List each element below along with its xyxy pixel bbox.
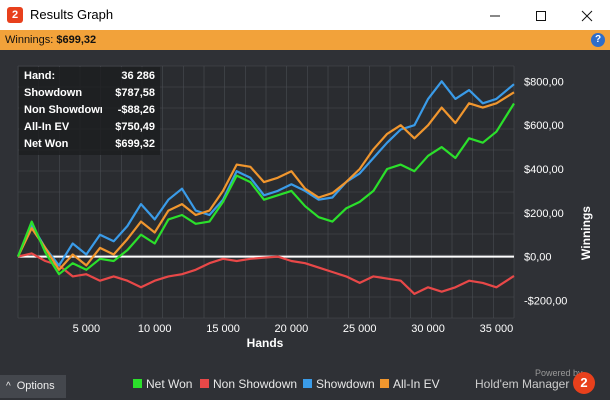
- legend-swatch: [200, 379, 209, 388]
- x-tick-label: 25 000: [343, 323, 377, 335]
- stat-label: Hand:: [24, 70, 56, 82]
- stat-value: $699,32: [115, 138, 155, 150]
- winnings-summary: Winnings: $699,32: [5, 34, 96, 46]
- powered-by-label: Powered by: [535, 368, 583, 378]
- stat-row: Net Won $699,32: [24, 138, 155, 154]
- legend-item-showdown[interactable]: Showdown: [303, 377, 375, 391]
- x-tick-label: 20 000: [275, 323, 309, 335]
- chevron-up-icon: ^: [6, 381, 11, 392]
- x-axis-label: Hands: [247, 336, 284, 350]
- y-tick-label: $400,00: [524, 164, 564, 176]
- brand-name: Hold'em Manager: [475, 377, 570, 391]
- legend-label: Showdown: [316, 377, 375, 391]
- stat-label: All-In EV: [24, 121, 70, 133]
- stat-row: All-In EV $750,49: [24, 121, 155, 137]
- y-tick-label: -$200,00: [524, 295, 567, 307]
- minimize-icon: [490, 15, 500, 17]
- x-tick-label: 30 000: [411, 323, 445, 335]
- stat-row: Non Showdown -$88,26: [24, 104, 155, 120]
- close-icon: [581, 10, 593, 22]
- stat-label: Non Showdown: [24, 104, 102, 116]
- series-line-showdown: [16, 80, 515, 267]
- legend-item-non-showdown[interactable]: Non Showdown: [200, 377, 297, 391]
- options-label: Options: [16, 380, 55, 392]
- winnings-label: Winnings:: [5, 34, 54, 46]
- legend-swatch: [380, 379, 389, 388]
- x-tick-label: 15 000: [206, 323, 240, 335]
- winnings-value: $699,32: [56, 34, 97, 46]
- window-title: Results Graph: [30, 7, 114, 22]
- legend-label: All-In EV: [393, 377, 440, 391]
- series-line-all-in-ev: [17, 91, 515, 271]
- x-tick-label: 10 000: [138, 323, 172, 335]
- stat-label: Net Won: [24, 138, 69, 150]
- y-axis-label: Winnings: [579, 206, 593, 260]
- x-tick-label: 35 000: [480, 323, 514, 335]
- stat-value: $750,49: [115, 121, 155, 133]
- brand-logo-icon: 2: [573, 372, 595, 394]
- title-bar[interactable]: 2 Results Graph: [0, 0, 610, 30]
- y-tick-label: $0,00: [524, 252, 552, 264]
- minimize-button[interactable]: [472, 0, 518, 30]
- stats-overlay: Hand: 36 286 Showdown $787,58 Non Showdown…: [19, 67, 160, 155]
- stat-label: Showdown: [24, 87, 83, 99]
- legend-swatch: [133, 379, 142, 388]
- legend-item-all-in-ev[interactable]: All-In EV: [380, 377, 440, 391]
- stat-value: -$88,26: [117, 104, 155, 116]
- stat-row: Showdown $787,58: [24, 87, 155, 103]
- x-tick-label: 5 000: [73, 323, 101, 335]
- help-icon[interactable]: ?: [591, 33, 605, 47]
- winnings-summary-bar: Winnings: $699,32 ?: [0, 30, 610, 50]
- stat-value: 36 286: [121, 70, 155, 82]
- y-tick-label: $200,00: [524, 208, 564, 220]
- y-tick-label: $800,00: [524, 76, 564, 88]
- legend-swatch: [303, 379, 312, 388]
- series-line-net-won: [16, 102, 515, 276]
- legend-label: Non Showdown: [213, 377, 298, 391]
- close-button[interactable]: [564, 0, 610, 30]
- maximize-button[interactable]: [518, 0, 564, 30]
- legend-item-net-won[interactable]: Net Won: [133, 377, 192, 391]
- stat-row: Hand: 36 286: [24, 70, 155, 86]
- series-line-non-showdown: [17, 252, 515, 295]
- app-logo-icon: 2: [7, 7, 23, 23]
- options-button[interactable]: ^ Options: [0, 375, 66, 398]
- stat-value: $787,58: [115, 87, 155, 99]
- maximize-icon: [536, 11, 546, 22]
- y-tick-label: $600,00: [524, 120, 564, 132]
- legend-label: Net Won: [146, 377, 193, 391]
